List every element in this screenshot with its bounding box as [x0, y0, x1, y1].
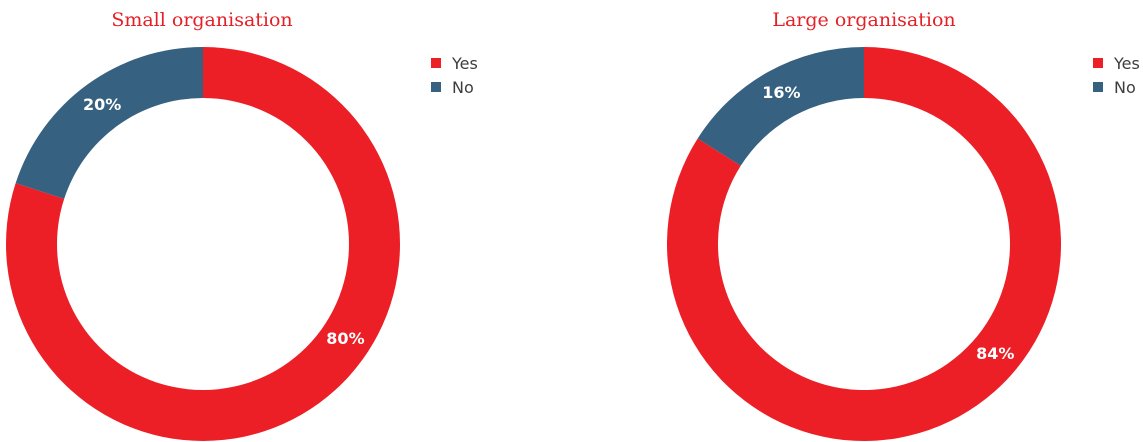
legend: Yes No [1093, 51, 1140, 99]
legend-label-no: No [452, 77, 474, 97]
data-label-yes: 84% [976, 344, 1014, 363]
legend-item-yes: Yes [431, 51, 478, 75]
data-label-yes: 80% [326, 329, 364, 348]
legend-item-no: No [1093, 75, 1140, 99]
legend-swatch-yes [431, 58, 441, 68]
data-label-no: 16% [762, 83, 800, 102]
legend-label-yes: Yes [452, 53, 478, 73]
chart-title: Small organisation [111, 9, 293, 31]
legend-item-no: No [431, 75, 478, 99]
legend: Yes No [431, 51, 478, 99]
legend-item-yes: Yes [1093, 51, 1140, 75]
legend-swatch-no [1093, 82, 1103, 92]
donut-slice-no [15, 47, 204, 199]
legend-label-yes: Yes [1114, 53, 1140, 73]
legend-swatch-yes [1093, 58, 1103, 68]
data-label-no: 20% [83, 95, 121, 114]
legend-swatch-no [431, 82, 441, 92]
chart-title: Large organisation [772, 9, 956, 31]
donut-slice-no [697, 47, 864, 166]
legend-label-no: No [1114, 77, 1136, 97]
